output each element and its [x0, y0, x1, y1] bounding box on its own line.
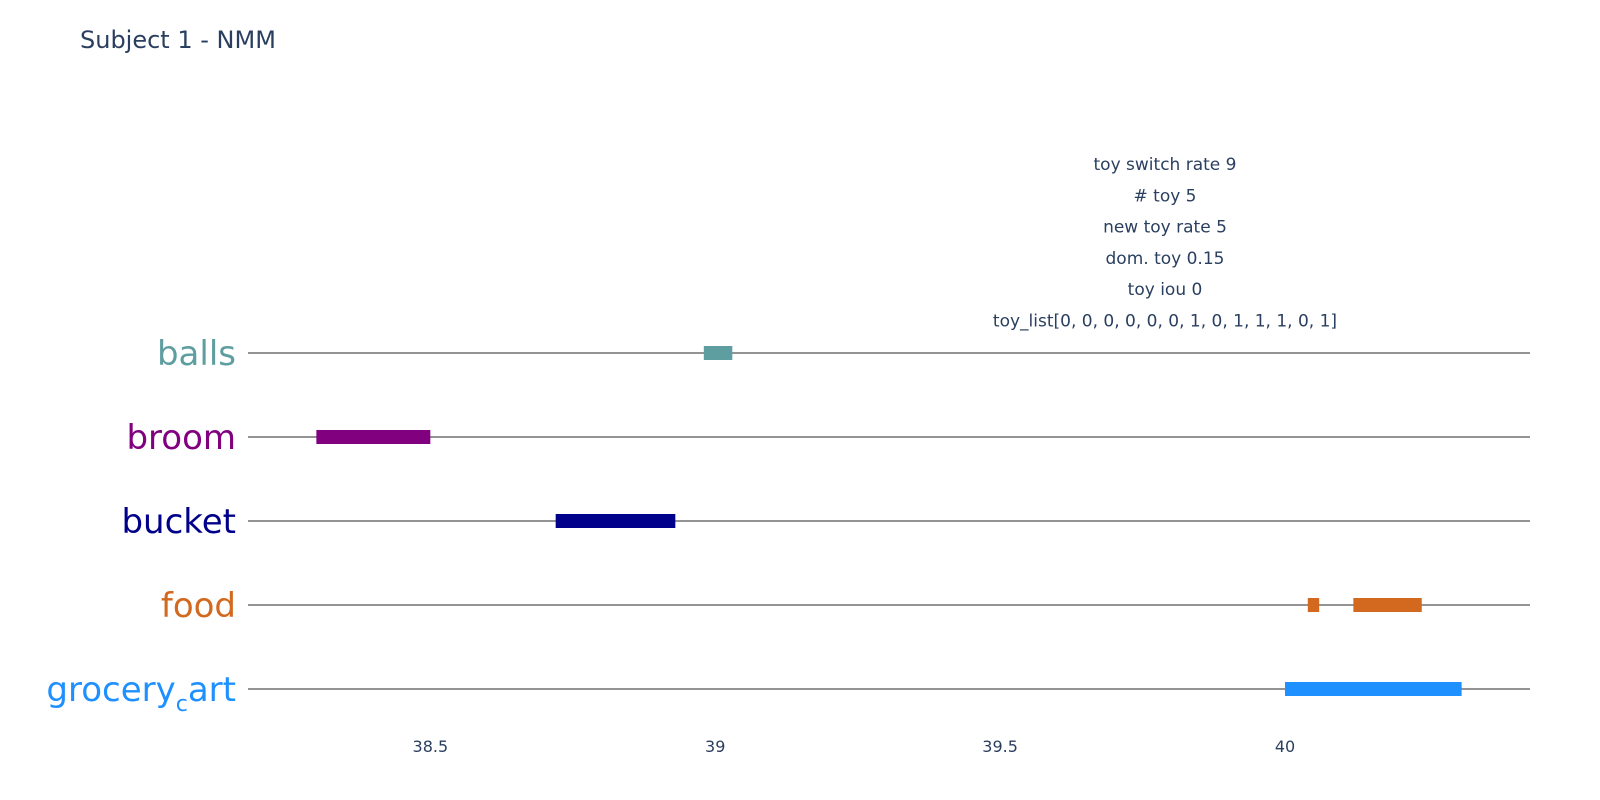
- row-bucket: bucket: [121, 502, 1530, 542]
- x-tick-label: 39: [705, 737, 725, 756]
- category-label: food: [161, 586, 236, 626]
- annotation-line: toy_list[0, 0, 0, 0, 0, 0, 1, 0, 1, 1, 1…: [993, 312, 1337, 332]
- category-rows: balls broom bucket food grocerycart: [46, 334, 1530, 717]
- segment-bar: [1307, 598, 1320, 612]
- segment-bar: [1284, 682, 1462, 696]
- category-label-subscript: c: [176, 692, 188, 717]
- row-broom: broom: [126, 418, 1530, 458]
- category-label-main: grocery: [46, 670, 175, 710]
- category-label: broom: [126, 418, 236, 458]
- chart-title: Subject 1 - NMM: [80, 26, 276, 54]
- category-label-tail: art: [188, 670, 236, 710]
- category-label: grocerycart: [46, 670, 236, 717]
- annotation-line: new toy rate 5: [1103, 218, 1227, 238]
- segment-bar: [316, 430, 431, 444]
- category-label: balls: [157, 334, 236, 374]
- row-balls: balls: [157, 334, 1530, 374]
- segment-bar: [555, 514, 676, 528]
- annotation-line: toy iou 0: [1128, 280, 1203, 300]
- stats-annotation: toy switch rate 9 # toy 5 new toy rate 5 do…: [993, 155, 1337, 332]
- category-label: bucket: [121, 502, 236, 542]
- segment-bar: [703, 346, 733, 360]
- x-tick-label: 38.5: [413, 737, 449, 756]
- row-food: food: [161, 586, 1530, 626]
- segment-bar: [1353, 598, 1422, 612]
- annotation-line: dom. toy 0.15: [1106, 249, 1225, 269]
- annotation-line: toy switch rate 9: [1094, 155, 1237, 175]
- row-grocery_cart: grocerycart: [46, 670, 1530, 717]
- x-tick-label: 40: [1275, 737, 1295, 756]
- x-axis-ticks: 38.5 39 39.5 40: [413, 737, 1296, 756]
- x-tick-label: 39.5: [982, 737, 1018, 756]
- annotation-line: # toy 5: [1134, 186, 1197, 206]
